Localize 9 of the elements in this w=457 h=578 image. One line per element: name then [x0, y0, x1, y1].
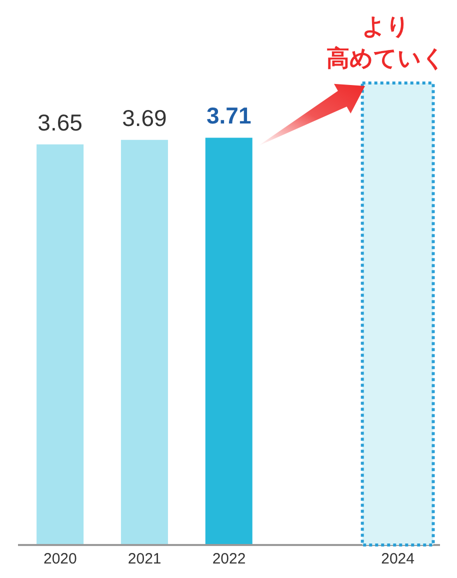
data-label: 3.71 — [206, 102, 252, 129]
text: より — [362, 13, 410, 39]
x-tick-label: 2020 — [44, 550, 77, 568]
x-tick-label: 2024 — [381, 550, 414, 568]
data-label: 3.65 — [38, 109, 82, 136]
text: 高めていく — [326, 45, 446, 71]
data-label: 3.69 — [122, 104, 167, 131]
x-tick-label: 2021 — [128, 550, 162, 568]
x-tick-label: 2022 — [212, 550, 246, 568]
